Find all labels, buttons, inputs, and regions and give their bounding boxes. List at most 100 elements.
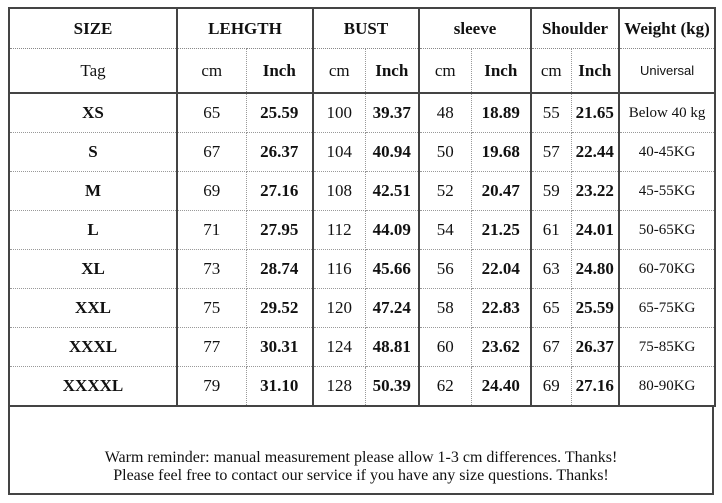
cell-sleeve-in: 19.68 [470,132,532,172]
table-row: L 71 27.95 112 44.09 54 21.25 61 24.01 50-65KG [8,210,716,250]
header-weight: Weight (kg) [618,7,716,49]
cell-bust-cm: 100 [312,92,366,133]
cell-bust-cm: 128 [312,366,366,407]
unit-cm: cm [176,48,247,94]
cell-sh-cm: 63 [530,249,572,289]
cell-len-cm: 65 [176,92,247,133]
cell-sleeve-cm: 58 [418,288,472,328]
cell-sleeve-in: 23.62 [470,327,532,367]
cell-len-in: 26.37 [245,132,314,172]
cell-weight: 75-85KG [618,327,716,367]
cell-sleeve-in: 24.40 [470,366,532,407]
header-sleeve: sleeve [418,7,532,49]
cell-size: M [8,171,178,211]
cell-bust-cm: 108 [312,171,366,211]
cell-bust-in: 45.66 [364,249,420,289]
cell-sh-in: 26.37 [570,327,620,367]
cell-sh-in: 22.44 [570,132,620,172]
table-row: XXXXL 79 31.10 128 50.39 62 24.40 69 27.16 80-90K… [8,366,716,407]
cell-len-cm: 73 [176,249,247,289]
table-row: XL 73 28.74 116 45.66 56 22.04 63 24.80 60-70KG [8,249,716,289]
table-row: XXL 75 29.52 120 47.24 58 22.83 65 25.59 65-75KG [8,288,716,328]
cell-sh-cm: 69 [530,366,572,407]
cell-weight: Below 40 kg [618,92,716,133]
cell-len-in: 31.10 [245,366,314,407]
header-length: LEHGTH [176,7,314,49]
cell-len-in: 27.16 [245,171,314,211]
cell-sh-cm: 67 [530,327,572,367]
table-row: XS 65 25.59 100 39.37 48 18.89 55 21.65 Below 40 … [8,92,716,133]
cell-sh-cm: 57 [530,132,572,172]
cell-weight: 60-70KG [618,249,716,289]
header-size: SIZE [8,7,178,49]
cell-sh-cm: 61 [530,210,572,250]
cell-bust-cm: 124 [312,327,366,367]
cell-sh-in: 27.16 [570,366,620,407]
cell-weight: 40-45KG [618,132,716,172]
cell-len-cm: 67 [176,132,247,172]
cell-sh-in: 24.80 [570,249,620,289]
footer-note: Warm reminder: manual measurement please… [8,407,714,495]
table-row: M 69 27.16 108 42.51 52 20.47 59 23.22 45-55KG [8,171,716,211]
footer-line-2: Please feel free to contact our service … [113,467,609,484]
unit-inch: Inch [245,48,314,94]
cell-bust-cm: 104 [312,132,366,172]
cell-sleeve-in: 18.89 [470,92,532,133]
cell-bust-in: 44.09 [364,210,420,250]
unit-inch: Inch [570,48,620,94]
unit-cm: cm [312,48,366,94]
cell-len-cm: 79 [176,366,247,407]
cell-sh-in: 23.22 [570,171,620,211]
cell-size: XXL [8,288,178,328]
cell-weight: 45-55KG [618,171,716,211]
cell-sleeve-in: 20.47 [470,171,532,211]
cell-bust-in: 48.81 [364,327,420,367]
header-bust: BUST [311,7,420,49]
cell-len-in: 25.59 [245,92,314,133]
cell-weight: 80-90KG [618,366,716,407]
cell-sh-cm: 55 [530,92,572,133]
cell-sleeve-cm: 52 [418,171,472,211]
cell-sleeve-cm: 50 [418,132,472,172]
cell-bust-cm: 112 [312,210,366,250]
cell-len-in: 29.52 [245,288,314,328]
cell-len-cm: 77 [176,327,247,367]
cell-len-in: 28.74 [245,249,314,289]
unit-cm: cm [530,48,572,94]
size-table: SIZE LEHGTH BUST sleeve Shoulder Weight … [8,7,717,407]
header-row: SIZE LEHGTH BUST sleeve Shoulder Weight … [8,7,716,49]
unit-inch: Inch [364,48,420,94]
header-shoulder: Shoulder [530,7,620,49]
cell-sh-in: 25.59 [570,288,620,328]
cell-sleeve-cm: 56 [418,249,472,289]
cell-len-cm: 71 [176,210,247,250]
cell-size: S [8,132,178,172]
cell-sleeve-cm: 54 [418,210,472,250]
cell-sh-in: 21.65 [570,92,620,133]
unit-cm: cm [418,48,472,94]
cell-bust-in: 40.94 [364,132,420,172]
cell-bust-in: 39.37 [364,92,420,133]
table-row: XXXL 77 30.31 124 48.81 60 23.62 67 26.37 75-85KG [8,327,716,367]
cell-size: L [8,210,178,250]
cell-size: XS [8,92,178,133]
cell-bust-in: 50.39 [364,366,420,407]
cell-bust-cm: 116 [312,249,366,289]
cell-sleeve-cm: 62 [418,366,472,407]
table-row: S 67 26.37 104 40.94 50 19.68 57 22.44 40-45KG [8,132,716,172]
footer-line-1: Warm reminder: manual measurement please… [104,449,618,466]
cell-bust-cm: 120 [312,288,366,328]
cell-len-in: 30.31 [245,327,314,367]
cell-sh-cm: 59 [530,171,572,211]
cell-sleeve-cm: 48 [418,92,472,133]
cell-len-in: 27.95 [245,210,314,250]
cell-sh-in: 24.01 [570,210,620,250]
cell-sleeve-in: 21.25 [470,210,532,250]
size-chart: SIZE LEHGTH BUST sleeve Shoulder Weight … [8,7,717,495]
cell-bust-in: 47.24 [364,288,420,328]
cell-sleeve-in: 22.04 [470,249,532,289]
cell-weight: 50-65KG [618,210,716,250]
unit-inch: Inch [470,48,532,94]
cell-sleeve-cm: 60 [418,327,472,367]
cell-size: XL [8,249,178,289]
